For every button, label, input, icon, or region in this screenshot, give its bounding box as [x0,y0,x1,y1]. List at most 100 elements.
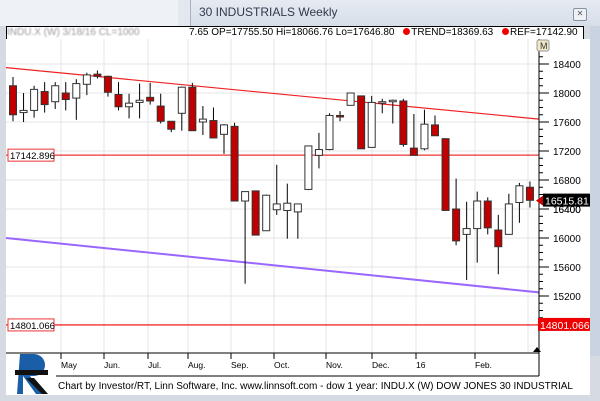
candle-body [388,99,397,103]
candle[interactable] [61,82,70,111]
candle[interactable] [72,79,81,120]
candle[interactable] [420,109,429,151]
candle-body [357,95,366,150]
candle-body [515,185,524,203]
candle[interactable] [167,120,176,133]
candle[interactable] [399,98,408,147]
candle[interactable] [272,164,281,215]
candle[interactable] [125,93,134,119]
candle[interactable] [293,203,302,239]
lower-channel-line [5,237,540,294]
candle-body [241,191,250,202]
candle[interactable] [30,85,39,118]
candle[interactable] [431,115,439,137]
candle[interactable] [198,106,207,136]
candle-body [72,83,81,99]
left-window-edge [0,26,6,356]
candle-body [367,101,376,148]
candle[interactable] [230,122,239,202]
time-axis-label: 16 [416,360,426,370]
candle-body [230,125,239,202]
candle[interactable] [452,178,461,246]
candle-body [51,85,60,103]
time-axis-label: Sep. [231,360,249,370]
time-axis-label: Dec. [372,360,389,370]
candle[interactable] [462,201,471,281]
candle-body [504,203,513,235]
close-icon[interactable]: ✕ [573,8,587,21]
candle-body [30,88,39,111]
logo-leg [26,378,48,394]
investor-rt-logo [15,354,48,394]
candle-body [336,114,345,118]
candle[interactable] [515,182,524,223]
chart-plot-area[interactable] [6,39,539,339]
candle[interactable] [262,194,271,232]
price-axis-label: 16400 [553,205,581,216]
candle[interactable] [304,145,313,191]
time-axis-label: Feb. [475,360,492,370]
candle-body [93,73,102,77]
candle[interactable] [156,93,165,124]
candle[interactable] [378,98,387,114]
candle-body [251,190,260,236]
candle[interactable] [146,82,155,105]
candle[interactable] [19,93,28,122]
candle[interactable] [209,107,218,139]
bottom-window-edge [0,395,600,401]
candle[interactable] [336,111,345,122]
candle[interactable] [357,95,366,150]
right-scroll-edge[interactable] [590,26,600,356]
price-axis-label: 16800 [553,176,581,187]
candle[interactable] [504,193,513,235]
candle-body [346,92,355,106]
candle[interactable] [114,82,123,111]
m-button[interactable] [536,39,550,52]
candle[interactable] [283,183,292,239]
candle[interactable] [177,86,186,131]
candle[interactable] [346,92,355,106]
candle[interactable] [103,75,112,97]
candle-body [125,102,134,108]
candle[interactable] [494,214,503,275]
candle[interactable] [483,197,492,235]
low-right-box [538,317,590,331]
candle[interactable] [367,95,376,148]
candle[interactable] [135,83,144,119]
candle[interactable] [9,77,17,122]
candle[interactable] [251,190,260,236]
candle[interactable] [188,82,197,132]
footer-credit: Chart by Investor/RT, Linn Software, Inc… [58,381,573,392]
chart-window-title-bar[interactable]: 30 INDUSTRIALS Weekly ✕ [190,0,600,26]
candle[interactable] [473,191,482,263]
candle-body [156,105,165,122]
candle-body [314,149,323,156]
candle[interactable] [525,181,534,208]
candle[interactable] [82,72,91,96]
ref-dot-icon [502,28,510,35]
candle-body [19,109,28,114]
candle-body [9,85,17,116]
scroll-end-icon [533,347,541,352]
candle[interactable] [220,124,228,154]
candle-body [325,114,334,151]
last-price-arrow-icon [536,195,543,206]
candle[interactable] [314,132,323,169]
candle[interactable] [93,70,102,79]
candle-body [420,123,429,150]
candle[interactable] [325,113,334,151]
candle-body [82,74,91,85]
candle[interactable] [241,191,250,284]
candle-body [452,208,461,242]
low-left-label: 14801.066 [10,321,55,332]
candle[interactable] [409,114,418,156]
candle[interactable] [388,99,397,124]
price-axis-label: 17200 [553,147,581,158]
candle[interactable] [40,82,49,113]
trend-value: TREND=18369.63 [411,27,494,38]
candle[interactable] [441,138,450,211]
candle[interactable] [51,82,60,109]
candle-body [399,100,408,145]
candle-body [135,99,144,103]
